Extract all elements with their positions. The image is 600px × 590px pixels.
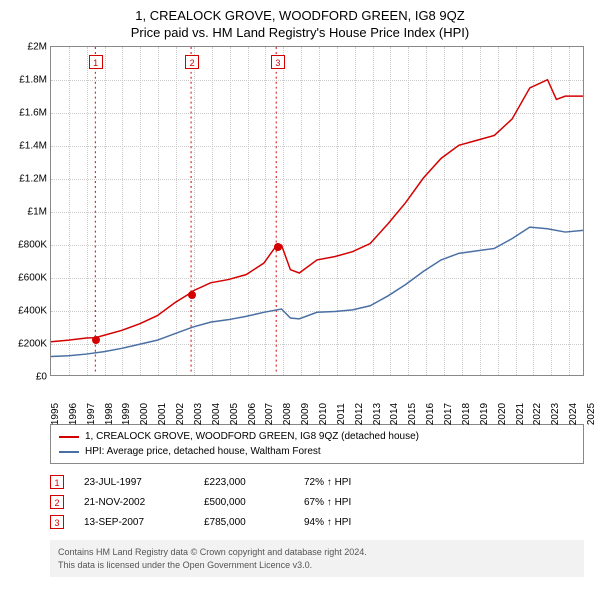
- transaction-badge: 2: [50, 495, 64, 509]
- x-tick-label: 2023: [550, 403, 561, 425]
- x-tick-label: 1997: [86, 403, 97, 425]
- x-tick-label: 2022: [532, 403, 543, 425]
- title-block: 1, CREALOCK GROVE, WOODFORD GREEN, IG8 9…: [12, 8, 588, 40]
- marker-dot: [92, 336, 100, 344]
- x-tick-label: 2013: [372, 403, 383, 425]
- marker-badge: 3: [271, 55, 285, 69]
- legend-label: 1, CREALOCK GROVE, WOODFORD GREEN, IG8 9…: [85, 431, 419, 442]
- series-line: [51, 80, 583, 342]
- x-tick-label: 2019: [479, 403, 490, 425]
- title-address: 1, CREALOCK GROVE, WOODFORD GREEN, IG8 9…: [12, 8, 588, 23]
- x-tick-label: 2024: [568, 403, 579, 425]
- x-tick-label: 2014: [389, 403, 400, 425]
- y-tick-label: £800K: [18, 240, 47, 251]
- x-tick-label: 2025: [586, 403, 597, 425]
- x-tick-label: 1999: [121, 403, 132, 425]
- chart-container: 1, CREALOCK GROVE, WOODFORD GREEN, IG8 9…: [0, 0, 600, 585]
- transaction-price: £500,000: [204, 497, 284, 508]
- transaction-date: 13-SEP-2007: [84, 517, 184, 528]
- transaction-pct: 67% ↑ HPI: [304, 497, 384, 508]
- y-tick-label: £400K: [18, 306, 47, 317]
- x-tick-label: 2004: [211, 403, 222, 425]
- y-tick-label: £600K: [18, 273, 47, 284]
- transaction-pct: 72% ↑ HPI: [304, 477, 384, 488]
- y-tick-label: £1.2M: [19, 174, 47, 185]
- x-tick-label: 2006: [247, 403, 258, 425]
- x-tick-label: 2010: [318, 403, 329, 425]
- y-axis: £0£200K£400K£600K£800K£1M£1.2M£1.4M£1.6M…: [11, 47, 49, 375]
- x-tick-label: 2018: [461, 403, 472, 425]
- x-tick-label: 2009: [300, 403, 311, 425]
- x-tick-label: 2015: [407, 403, 418, 425]
- x-tick-label: 2002: [175, 403, 186, 425]
- x-tick-label: 2007: [264, 403, 275, 425]
- transaction-date: 23-JUL-1997: [84, 477, 184, 488]
- y-tick-label: £0: [36, 372, 47, 383]
- transaction-row: 1 23-JUL-1997 £223,000 72% ↑ HPI: [50, 472, 584, 492]
- y-tick-label: £200K: [18, 339, 47, 350]
- y-tick-label: £1.6M: [19, 108, 47, 119]
- legend-row: 1, CREALOCK GROVE, WOODFORD GREEN, IG8 9…: [59, 429, 575, 444]
- x-tick-label: 2017: [443, 403, 454, 425]
- x-tick-label: 2000: [139, 403, 150, 425]
- footnote-line1: Contains HM Land Registry data © Crown c…: [58, 546, 576, 559]
- marker-dot: [188, 291, 196, 299]
- x-tick-label: 2001: [157, 403, 168, 425]
- legend-swatch: [59, 436, 79, 438]
- x-tick-label: 1996: [68, 403, 79, 425]
- transaction-row: 2 21-NOV-2002 £500,000 67% ↑ HPI: [50, 492, 584, 512]
- transaction-pct: 94% ↑ HPI: [304, 517, 384, 528]
- plot-svg: [51, 47, 583, 375]
- legend-row: HPI: Average price, detached house, Walt…: [59, 444, 575, 459]
- title-subtitle: Price paid vs. HM Land Registry's House …: [12, 25, 588, 40]
- legend-swatch: [59, 451, 79, 453]
- series-line: [51, 227, 583, 356]
- x-tick-label: 2016: [425, 403, 436, 425]
- x-tick-label: 2003: [193, 403, 204, 425]
- marker-dot: [274, 243, 282, 251]
- footnote-line2: This data is licensed under the Open Gov…: [58, 559, 576, 572]
- x-tick-label: 2012: [354, 403, 365, 425]
- x-tick-label: 2005: [229, 403, 240, 425]
- y-tick-label: £2M: [28, 42, 47, 53]
- transaction-row: 3 13-SEP-2007 £785,000 94% ↑ HPI: [50, 512, 584, 532]
- x-tick-label: 2020: [497, 403, 508, 425]
- x-tick-label: 2011: [336, 403, 347, 425]
- legend-box: 1, CREALOCK GROVE, WOODFORD GREEN, IG8 9…: [50, 424, 584, 464]
- x-tick-label: 2008: [282, 403, 293, 425]
- transaction-price: £785,000: [204, 517, 284, 528]
- legend-label: HPI: Average price, detached house, Walt…: [85, 446, 321, 457]
- transaction-badge: 1: [50, 475, 64, 489]
- y-tick-label: £1M: [28, 207, 47, 218]
- transaction-date: 21-NOV-2002: [84, 497, 184, 508]
- marker-badge: 1: [89, 55, 103, 69]
- transaction-badge: 3: [50, 515, 64, 529]
- y-tick-label: £1.8M: [19, 75, 47, 86]
- marker-badge: 2: [185, 55, 199, 69]
- x-tick-label: 2021: [515, 403, 526, 425]
- y-tick-label: £1.4M: [19, 141, 47, 152]
- transaction-price: £223,000: [204, 477, 284, 488]
- x-tick-label: 1995: [50, 403, 61, 425]
- x-tick-label: 1998: [104, 403, 115, 425]
- footnote-box: Contains HM Land Registry data © Crown c…: [50, 540, 584, 577]
- x-axis: 1995 1996 1997 1998 1999 2000 2001 2002 2003 2004…: [50, 384, 584, 424]
- transactions-table: 1 23-JUL-1997 £223,000 72% ↑ HPI 2 21-NOV-200…: [50, 472, 584, 532]
- chart-plot-area: £0£200K£400K£600K£800K£1M£1.2M£1.4M£1.6M…: [50, 46, 584, 376]
